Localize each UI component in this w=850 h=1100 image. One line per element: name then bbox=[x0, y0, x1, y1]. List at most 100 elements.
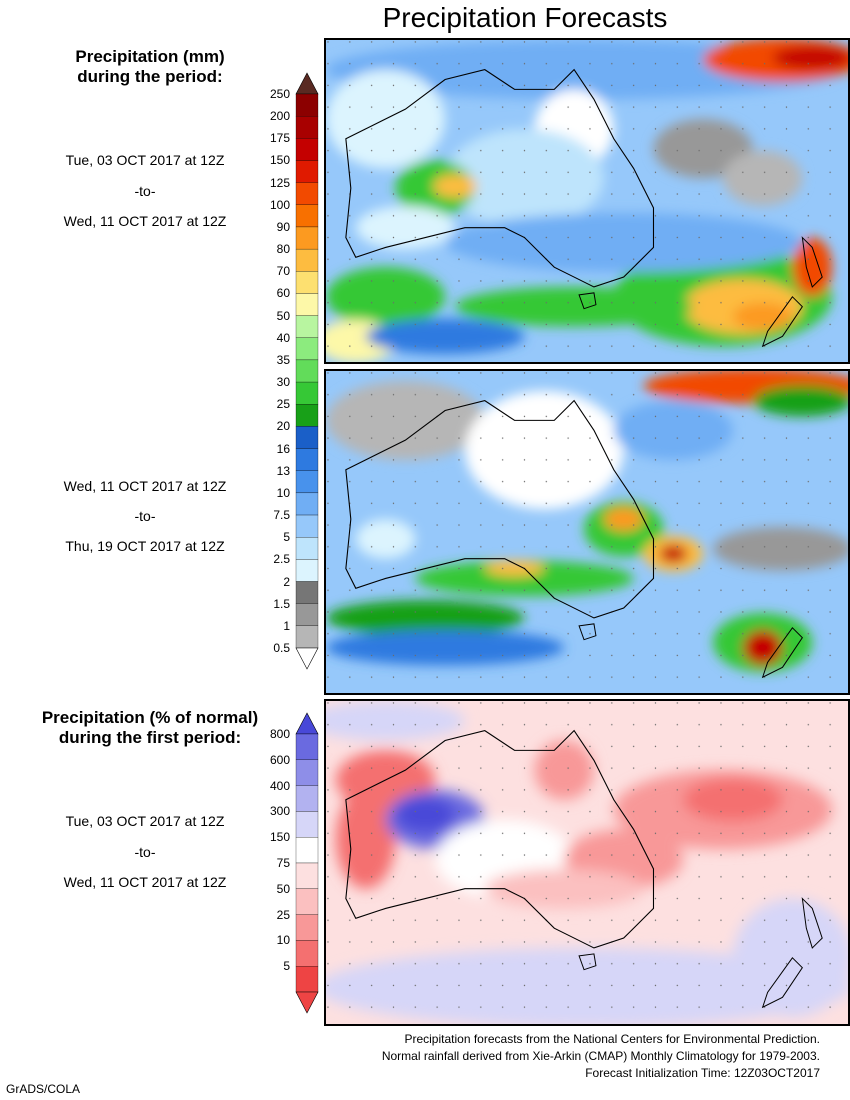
colorbar-tick-label: 150 bbox=[269, 830, 290, 845]
colorbar-top-arrow bbox=[295, 712, 319, 735]
colorbar-tick-label: 300 bbox=[269, 804, 290, 819]
colorbar-tick-label: 100 bbox=[269, 197, 290, 212]
colorbar-tick-label: 60 bbox=[276, 286, 290, 301]
footer-line3: Forecast Initialization Time: 12Z03OCT20… bbox=[585, 1066, 820, 1080]
precip-map-period2 bbox=[324, 369, 850, 695]
period2-end: Thu, 19 OCT 2017 at 12Z bbox=[65, 538, 225, 554]
colorbar-tick-label: 80 bbox=[276, 242, 290, 257]
colorbar-tick-label: 16 bbox=[276, 441, 290, 456]
colorbar-tick-label: 800 bbox=[269, 727, 290, 741]
colorbar-tick-label: 400 bbox=[269, 778, 290, 793]
colorbar-cell bbox=[295, 603, 319, 626]
colorbar-cell bbox=[295, 381, 319, 405]
colorbar-cell bbox=[295, 514, 319, 538]
period3-end: Wed, 11 OCT 2017 at 12Z bbox=[63, 874, 227, 890]
colorbar-bottom-arrow bbox=[295, 991, 319, 1014]
colorbar-tick-label: 7.5 bbox=[273, 508, 290, 523]
colorbar-tick-label: 2.5 bbox=[273, 552, 290, 567]
colorbar-cell bbox=[295, 448, 319, 471]
colorbar-cell bbox=[295, 914, 319, 941]
colorbar-tick-label: 175 bbox=[269, 131, 290, 146]
colorbar-tick-label: 5 bbox=[283, 530, 290, 545]
amount-title-line2: during the period: bbox=[77, 67, 223, 86]
colorbar-tick-label: 5 bbox=[283, 959, 290, 974]
percent-normal-map-svg bbox=[326, 701, 848, 1024]
footer-line1: Precipitation forecasts from the Nationa… bbox=[404, 1032, 820, 1046]
colorbar-tick-label: 0.5 bbox=[273, 641, 290, 655]
colorbar-cell bbox=[295, 426, 319, 449]
colorbar-cell bbox=[295, 837, 319, 864]
colorbar-cell bbox=[295, 966, 319, 993]
period1-start: Tue, 03 OCT 2017 at 12Z bbox=[65, 152, 225, 168]
period2-sep: -to- bbox=[134, 508, 156, 524]
period3-sep: -to- bbox=[134, 844, 156, 860]
colorbar-cell bbox=[295, 625, 319, 649]
percent-colorbar bbox=[295, 712, 319, 1014]
period2-start: Wed, 11 OCT 2017 at 12Z bbox=[63, 478, 227, 494]
colorbar-tick-label: 150 bbox=[269, 153, 290, 168]
colorbar-tick-label: 10 bbox=[276, 485, 290, 500]
colorbar-tick-label: 200 bbox=[269, 109, 290, 124]
colorbar-cell bbox=[295, 293, 319, 316]
colorbar-tick-label: 70 bbox=[276, 264, 290, 279]
colorbar-cell bbox=[295, 182, 319, 205]
precip-map-period1 bbox=[324, 38, 850, 364]
colorbar-cell bbox=[295, 537, 319, 560]
colorbar-cell bbox=[295, 559, 319, 582]
colorbar-cell bbox=[295, 581, 319, 604]
colorbar-cell bbox=[295, 862, 319, 889]
colorbar-cell bbox=[295, 337, 319, 361]
colorbar-tick-label: 1 bbox=[283, 618, 290, 633]
colorbar-cell bbox=[295, 160, 319, 183]
colorbar-cell bbox=[295, 359, 319, 383]
colorbar-tick-label: 125 bbox=[269, 175, 290, 190]
colorbar-cell bbox=[295, 733, 319, 760]
colorbar-cell bbox=[295, 248, 319, 272]
colorbar-tick-label: 75 bbox=[276, 856, 290, 870]
colorbar-tick-label: 90 bbox=[276, 219, 290, 234]
percent-title-line1: Precipitation (% of normal) bbox=[41, 708, 259, 727]
colorbar-tick-label: 600 bbox=[269, 752, 290, 767]
colorbar-cell bbox=[295, 811, 319, 838]
colorbar-cell bbox=[295, 116, 319, 139]
colorbar-cell bbox=[295, 759, 319, 786]
colorbar-cell bbox=[295, 226, 319, 250]
period1-sep: -to- bbox=[134, 183, 156, 199]
footer-line2: Normal rainfall derived from Xie-Arkin (… bbox=[381, 1049, 820, 1063]
period3-start: Tue, 03 OCT 2017 at 12Z bbox=[65, 813, 225, 829]
colorbar-bottom-arrow bbox=[295, 647, 319, 670]
percent-normal-map bbox=[324, 699, 850, 1026]
colorbar-cell bbox=[295, 93, 319, 117]
colorbar-cell bbox=[295, 315, 319, 338]
precip-map-period1-svg bbox=[326, 40, 848, 362]
colorbar-cell bbox=[295, 940, 319, 967]
colorbar-tick-label: 250 bbox=[269, 87, 290, 101]
colorbar-cell bbox=[295, 492, 319, 516]
colorbar-tick-label: 50 bbox=[276, 881, 290, 896]
grads-credit: GrADS/COLA bbox=[6, 1082, 81, 1096]
colorbar-tick-label: 13 bbox=[276, 463, 290, 478]
period1-end: Wed, 11 OCT 2017 at 12Z bbox=[63, 213, 227, 229]
colorbar-tick-label: 20 bbox=[276, 419, 290, 434]
colorbar-tick-label: 1.5 bbox=[273, 596, 290, 611]
colorbar-top-arrow bbox=[295, 72, 319, 95]
colorbar-cell bbox=[295, 204, 319, 228]
colorbar-cell bbox=[295, 470, 319, 494]
colorbar-cell bbox=[295, 138, 319, 161]
colorbar-cell bbox=[295, 271, 319, 294]
colorbar-tick-label: 35 bbox=[276, 352, 290, 367]
colorbar-tick-label: 10 bbox=[276, 933, 290, 948]
colorbar-tick-label: 25 bbox=[276, 907, 290, 922]
colorbar-tick-label: 25 bbox=[276, 397, 290, 412]
colorbar-cell bbox=[295, 888, 319, 915]
colorbar-cell bbox=[295, 404, 319, 427]
percent-title-line2: during the first period: bbox=[58, 728, 242, 747]
amount-title-line1: Precipitation (mm) bbox=[75, 47, 225, 66]
precip-map-period2-svg bbox=[326, 371, 848, 693]
colorbar-tick-label: 40 bbox=[276, 330, 290, 345]
colorbar-tick-label: 2 bbox=[283, 574, 290, 589]
main-title: Precipitation Forecasts bbox=[382, 2, 668, 33]
colorbar-cell bbox=[295, 785, 319, 812]
colorbar-tick-label: 30 bbox=[276, 375, 290, 390]
amount-colorbar bbox=[295, 72, 319, 670]
